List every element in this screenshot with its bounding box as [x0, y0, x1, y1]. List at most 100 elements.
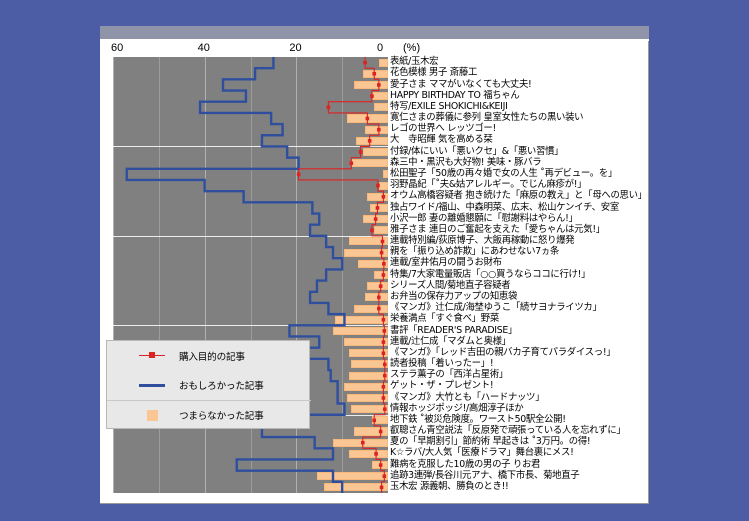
purchase-marker-18 [382, 262, 386, 266]
purchase-marker-14 [373, 217, 378, 221]
legend-item-purchase: 購入目的の記事 [107, 341, 311, 371]
bar-row-2 [353, 80, 388, 89]
category-label-29: ゲット・ザ・プレゼント! [390, 380, 494, 392]
bar-row-26 [349, 349, 388, 358]
purchase-marker-20 [378, 284, 383, 288]
purchase-marker-27 [382, 362, 387, 367]
purchase-marker-10 [296, 172, 301, 177]
purchase-marker-12 [381, 194, 386, 199]
purchase-marker-21 [377, 295, 381, 300]
category-label-36: 難病を克服した10歳の男の子 りお君 [390, 458, 541, 470]
bar-row-35 [349, 449, 388, 458]
bar-row-12 [367, 192, 388, 201]
category-label-9: 森三中・黒沢も大好物! 美味・豚バラ [390, 156, 542, 168]
category-label-17: 親を「振り込め詐欺」にあわせない7ヵ条 [390, 246, 560, 258]
horizontal-gridline-16 [113, 235, 388, 237]
purchase-marker-30 [381, 396, 386, 400]
bar-row-21 [365, 293, 388, 302]
purchase-marker-7 [367, 139, 372, 143]
card-header-band [100, 26, 649, 39]
purchase-marker-22 [377, 306, 381, 311]
bar-row-30 [346, 393, 388, 402]
category-label-21: お弁当の保存力アップの知恵袋 [390, 290, 518, 302]
legend-item-interesting: おもしろかった記事 [107, 371, 311, 401]
category-label-4: 特写/EXILE SHOKICHI&KEIJI [390, 100, 508, 112]
vertical-gridline-30 [250, 57, 252, 493]
category-label-13: 独占ワイド/福山、中森明菜、広末、松山ケンイチ、安室 [390, 201, 619, 213]
purchase-marker-13 [375, 206, 380, 210]
axis-tick-20: 20 [289, 42, 302, 54]
red-line-marker-icon [139, 350, 165, 362]
category-label-column: 表紙/玉木宏 花色模様 男子 斎藤工 愛子さま ママがいなくても大丈夫! HAPPY … [390, 56, 648, 493]
vertical-gridline-50 [158, 57, 160, 493]
legend-label-interesting: おもしろかった記事 [179, 381, 264, 393]
category-label-11: 羽野晶紀「˚夫&姑アレルギー。でじん麻疹が!」 [390, 179, 587, 191]
horizontal-gridline-24 [113, 325, 388, 327]
purchase-marker-3 [370, 94, 374, 98]
purchase-marker-8 [358, 150, 363, 154]
category-label-34: 夏の「早期割引」節約術 早起きは ˚3万円。の得! [390, 436, 591, 448]
purchase-marker-31 [382, 407, 387, 411]
purchase-marker-15 [370, 228, 374, 233]
vertical-gridline-10 [342, 57, 344, 493]
category-label-15: 雅子さま 連日のご奮起を支えた「愛ちゃんは元気!」 [390, 223, 605, 235]
legend-item-boring: つまらなかった記事 [107, 400, 311, 430]
category-label-19: 特集/7大家電量販店「○○買うならココに行け!」 [390, 268, 591, 280]
category-label-33: 叡聰さん青空説法「反原発で頑張っている人を忘れずに」 [390, 425, 626, 437]
category-label-35: K☆ラバ/大人気「医療ドラマ」舞台裏にメス! [390, 447, 574, 459]
bar-row-6 [365, 125, 388, 134]
category-label-7: 大 寺昭輝 気を高める栞 [390, 134, 493, 146]
purchase-step-line [298, 57, 386, 493]
bar-row-18 [358, 259, 388, 268]
bar-row-19 [374, 270, 388, 280]
chart-card: (%) 60 40 20 0 表紙/玉木宏 花色模様 男子 斎藤工 愛子さま ママがいなく… [100, 26, 649, 504]
purchase-marker-9 [349, 161, 354, 166]
axis-tick-40: 40 [197, 42, 210, 54]
purchase-marker-2 [377, 83, 381, 87]
vertical-gridline-20 [296, 57, 298, 493]
bar-row-34 [333, 438, 388, 447]
category-label-27: 読者投稿「着いったー」! [390, 358, 494, 370]
bar-row-31 [351, 405, 388, 414]
chart-legend: 購入目的の記事 おもしろかった記事 つまらなかった記事 [106, 340, 311, 430]
bar-row-28 [349, 371, 388, 380]
category-label-10: 松田聖子「50歳の再々婚で女の人生 ˚再デビュー。を」 [390, 167, 618, 179]
axis-unit-label: (%) [403, 42, 421, 54]
purchase-marker-6 [377, 127, 381, 132]
bar-row-8 [362, 148, 388, 157]
category-label-30: 《マンガ》大竹とも「ハードナッツ」 [390, 391, 545, 403]
purchase-marker-1 [372, 71, 377, 76]
category-label-18: 連載/室井佑月の闘うお財布 [390, 257, 502, 269]
legend-label-purchase: 購入目的の記事 [179, 351, 245, 363]
category-label-22: 《マンガ》辻仁成/海埜ゆうこ「続サヨナライツカ」 [390, 302, 602, 314]
blue-line-icon [139, 379, 165, 391]
bar-row-7 [355, 136, 388, 145]
purchase-marker-19 [381, 273, 386, 277]
legend-label-boring: つまらなかった記事 [179, 411, 264, 423]
purchase-marker-33 [378, 429, 383, 434]
bar-row-22 [353, 304, 388, 313]
purchase-marker-16 [380, 239, 385, 244]
purchase-marker-29 [381, 384, 386, 389]
bar-row-37 [316, 472, 388, 481]
category-label-6: レゴの世界へ レッツゴー! [390, 123, 496, 135]
bar-row-20 [367, 282, 388, 291]
purchase-marker-34 [360, 440, 365, 445]
purchase-marker-35 [374, 452, 378, 456]
category-label-28: ステラ薫子の「西洋占星術」 [390, 369, 508, 381]
category-label-24: 書評「READER'S PARADISE」 [390, 324, 518, 336]
card-header-separator [100, 39, 649, 41]
bar-row-15 [374, 226, 388, 235]
bar-row-27 [351, 360, 388, 369]
bar-row-25 [344, 338, 388, 347]
vertical-gridline-60 [113, 57, 114, 493]
category-label-32: 地下鉄 ˚被災危険度。ワースト50駅全公開! [390, 413, 566, 425]
purchase-marker-38 [379, 485, 384, 490]
purchase-marker-24 [382, 329, 387, 333]
axis-tick-60: 60 [111, 42, 124, 54]
category-label-31: 情報ホッジポッジ!/高畑淳子ほか [390, 402, 524, 414]
category-label-5: 寛仁さまの葬儀に参列 皇室女性たちの黒い装い [390, 112, 584, 124]
category-label-25: 連載/辻仁成「マダムと奥様」 [390, 335, 511, 347]
purchase-marker-5 [365, 116, 370, 121]
bar-row-24 [333, 326, 388, 335]
